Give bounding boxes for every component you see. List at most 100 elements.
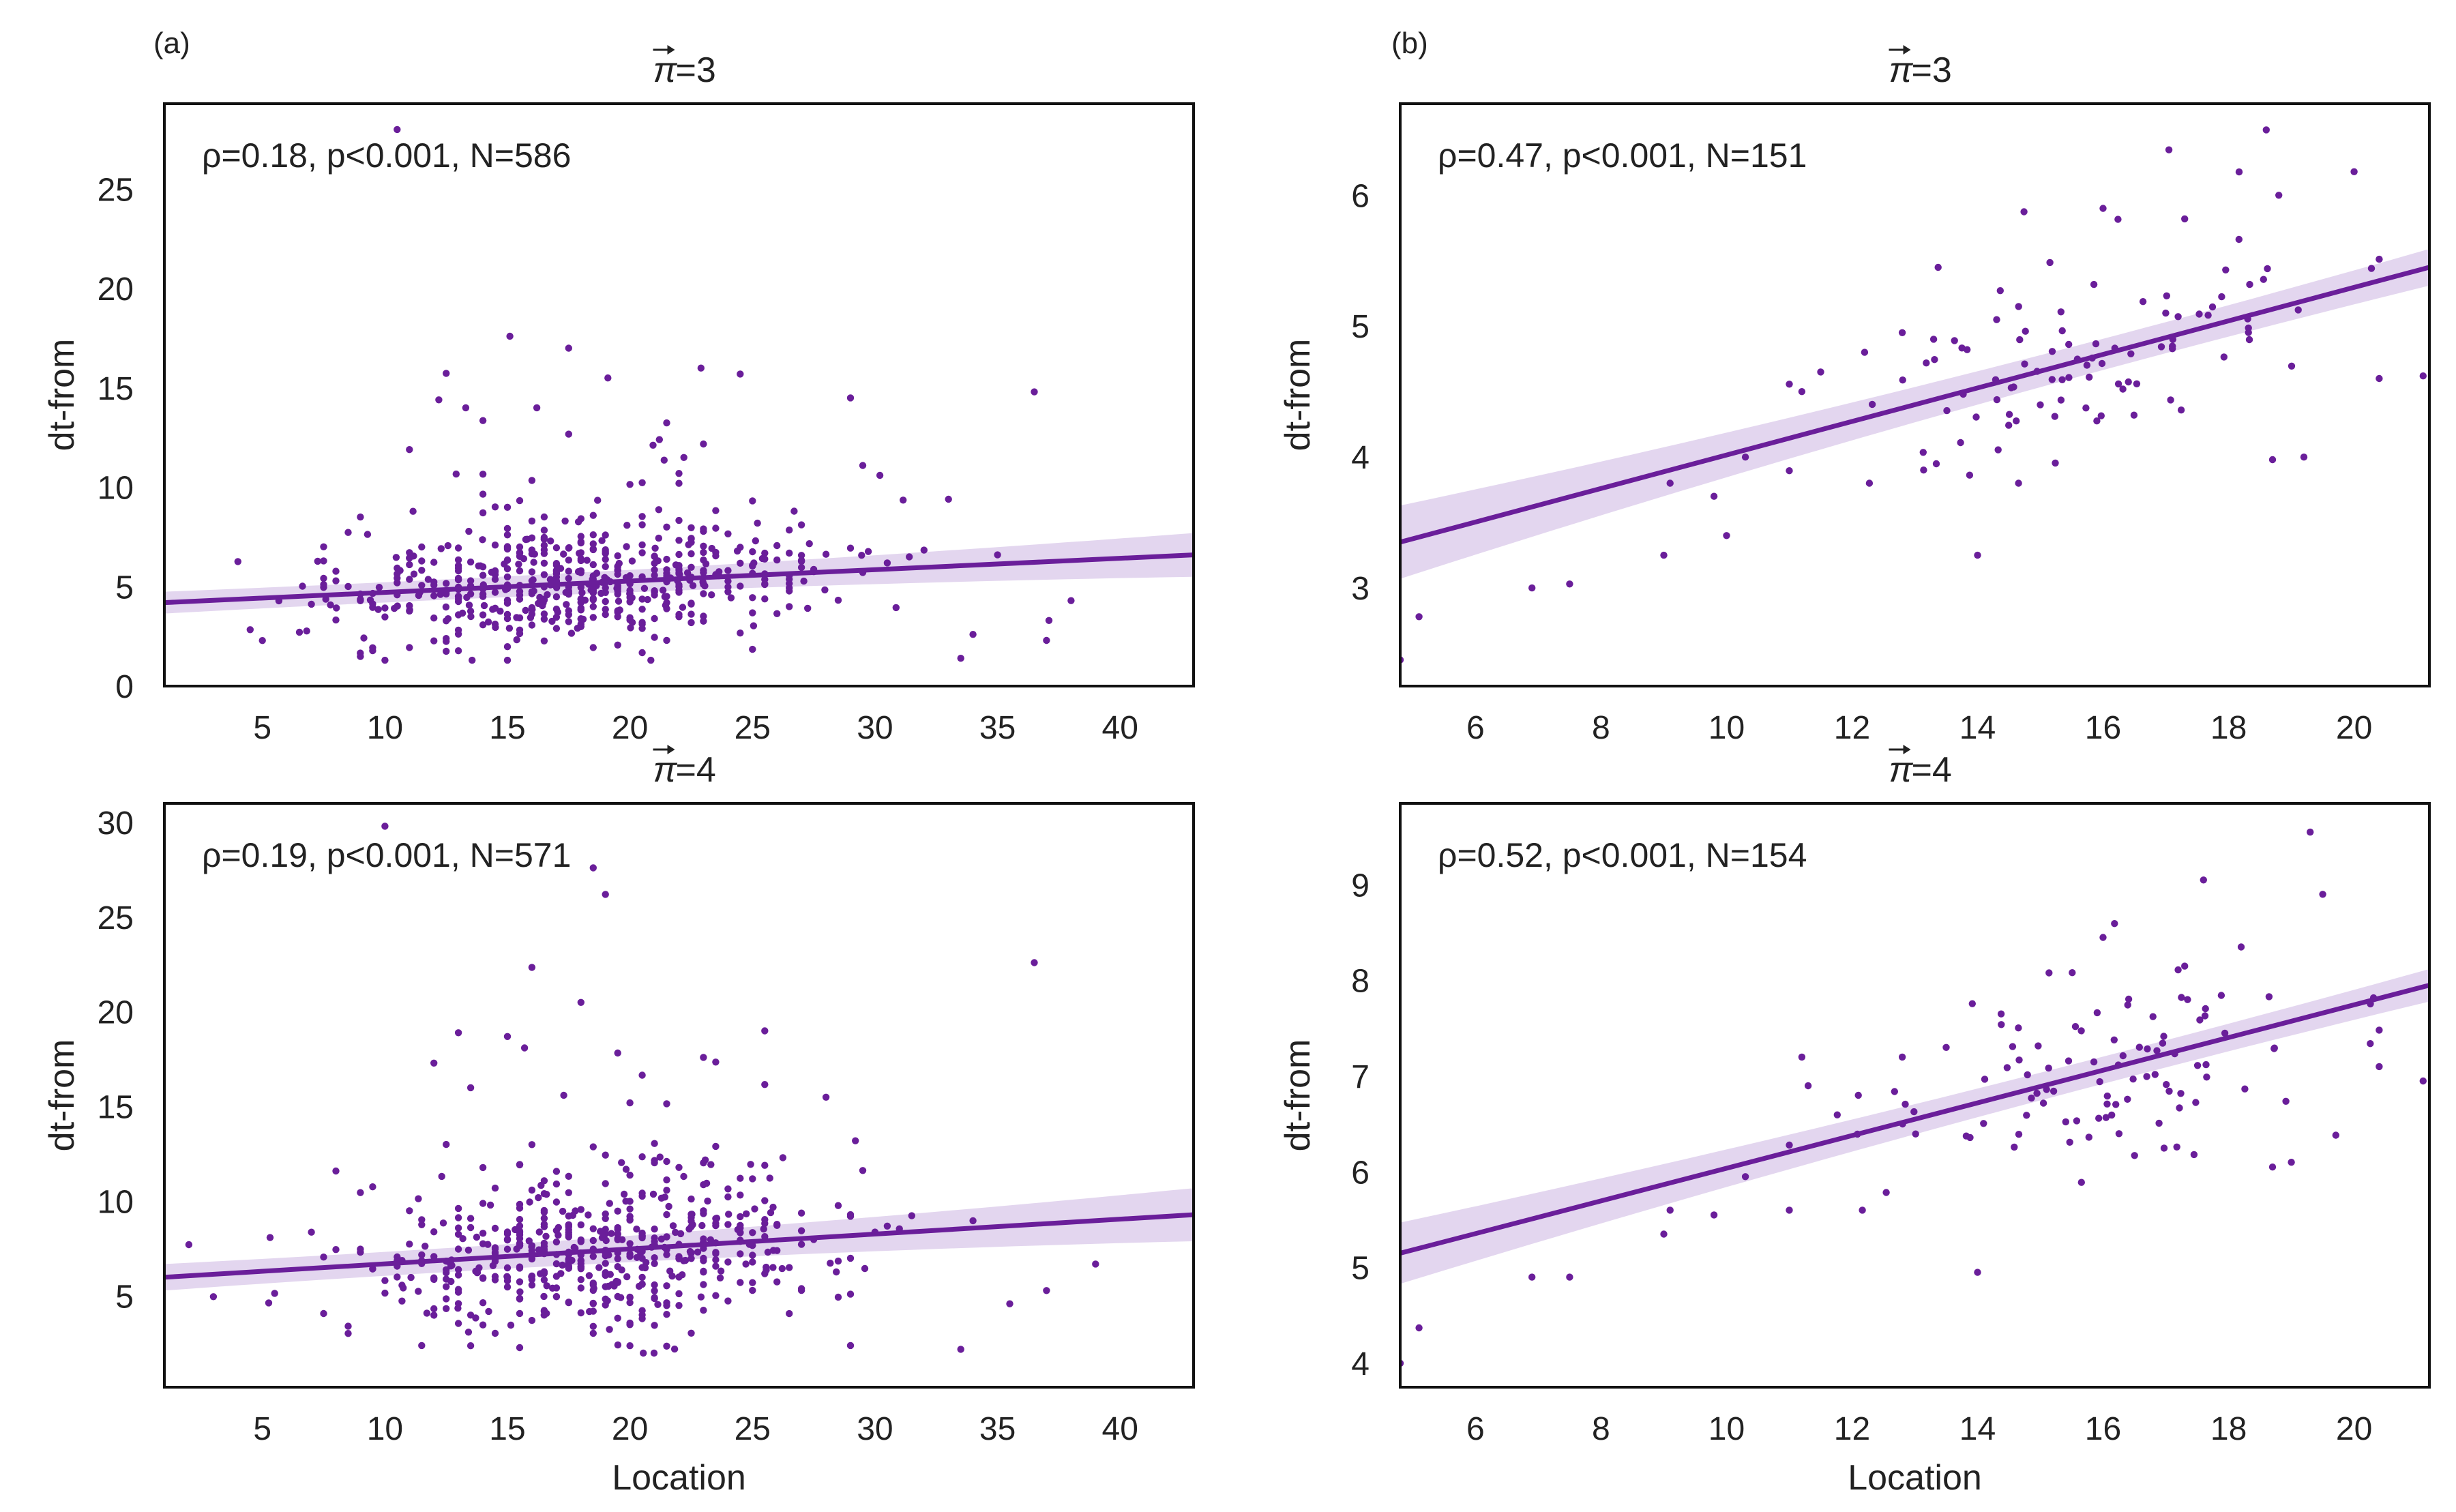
scatter-point (754, 519, 761, 527)
scatter-point (2129, 1076, 2137, 1083)
scatter-point (638, 1280, 646, 1288)
scatter-point (883, 1222, 891, 1230)
scatter-point (618, 1266, 625, 1274)
scatter-point (764, 1248, 772, 1256)
scatter-point (491, 589, 499, 596)
scatter-point (516, 1231, 524, 1239)
scatter-point (542, 1232, 550, 1241)
scatter-point (454, 595, 462, 603)
scatter-point (462, 404, 470, 412)
scatter-point (2114, 216, 2122, 223)
scatter-point (626, 1205, 634, 1213)
scatter-point (2160, 1144, 2168, 1152)
x-tick-label: 5 (253, 1411, 271, 1447)
scatter-point (540, 610, 548, 618)
plot-frame (163, 802, 1195, 1389)
scatter-point (2300, 454, 2308, 461)
scatter-point (516, 1344, 524, 1352)
scatter-point (2319, 891, 2326, 898)
x-tick-label: 20 (612, 1411, 648, 1447)
scatter-point (530, 559, 537, 566)
scatter-point (761, 1197, 769, 1204)
scatter-point (737, 1191, 744, 1199)
scatter-point (443, 1283, 450, 1290)
scatter-point (663, 1157, 670, 1166)
scatter-point (320, 543, 327, 550)
scatter-point (2201, 1012, 2209, 1020)
scatter-point (700, 1181, 707, 1189)
plot-frame (163, 102, 1195, 687)
scatter-point (2093, 417, 2101, 425)
scatter-point (834, 596, 842, 604)
scatter-point (749, 609, 756, 617)
scatter-point (2005, 421, 2013, 429)
scatter-point (185, 1241, 193, 1249)
scatter-point (687, 563, 695, 571)
scatter-point (489, 606, 497, 613)
scatter-point (749, 497, 756, 505)
scatter-point (1798, 388, 1806, 396)
scatter-point (589, 595, 597, 602)
scatter-point (700, 542, 707, 550)
scatter-point (491, 568, 499, 576)
scatter-point (859, 462, 867, 469)
scatter-point (2275, 192, 2283, 199)
scatter-point (663, 419, 670, 427)
scatter-point (454, 1230, 462, 1239)
scatter-point (834, 1257, 842, 1265)
scatter-point (430, 1253, 438, 1260)
scatter-point (717, 1267, 725, 1275)
scatter-point (859, 1167, 867, 1174)
scatter-point (332, 616, 340, 624)
x-tick-label: 10 (1708, 710, 1745, 746)
scatter-point (680, 1172, 687, 1181)
scatter-point (528, 1186, 536, 1194)
scatter-point (492, 623, 499, 632)
scatter-point (589, 1307, 597, 1315)
scatter-point (443, 1266, 450, 1274)
scatter-point (585, 1272, 593, 1279)
scatter-point (585, 1211, 592, 1219)
scatter-point (522, 606, 529, 614)
scatter-point (491, 1184, 499, 1192)
scatter-point (804, 604, 812, 612)
scatter-point (749, 594, 756, 602)
scatter-point (2052, 459, 2059, 467)
scatter-point (663, 1342, 670, 1350)
scatter-point (1997, 1010, 2005, 1018)
scatter-point (651, 1238, 658, 1245)
scatter-point (778, 1264, 786, 1273)
vector-arrow-head (667, 45, 675, 55)
scatter-point (724, 1193, 732, 1201)
scatter-point (994, 551, 1001, 559)
scatter-point (724, 530, 732, 537)
scatter-point (2376, 374, 2383, 383)
scatter-point (724, 1221, 732, 1228)
scatter-point (552, 1260, 561, 1268)
scatter-point (786, 1309, 793, 1318)
scatter-point (1833, 1111, 1841, 1118)
scatter-point (577, 1262, 585, 1271)
scatter-point (418, 567, 426, 574)
scatter-point (2307, 828, 2314, 836)
scatter-point (763, 1263, 770, 1271)
scatter-point (423, 1309, 431, 1317)
scatter-point (614, 563, 621, 570)
scatter-point (737, 370, 744, 378)
scatter-point (663, 1100, 670, 1108)
scatter-point (769, 1264, 777, 1271)
scatter-point (516, 614, 524, 622)
scatter-point (552, 1180, 561, 1188)
scatter-point (503, 503, 512, 511)
scatter-point (618, 1159, 625, 1166)
scatter-point (852, 1137, 859, 1144)
scatter-point (1882, 1189, 1890, 1196)
scatter-point (614, 1049, 621, 1057)
scatter-point (467, 577, 475, 584)
scatter-point (577, 538, 585, 546)
scatter-point (2065, 374, 2073, 381)
scatter-point (2181, 215, 2189, 223)
scatter-point (2173, 1143, 2180, 1151)
scatter-point (2157, 343, 2165, 351)
scatter-point (786, 603, 793, 610)
